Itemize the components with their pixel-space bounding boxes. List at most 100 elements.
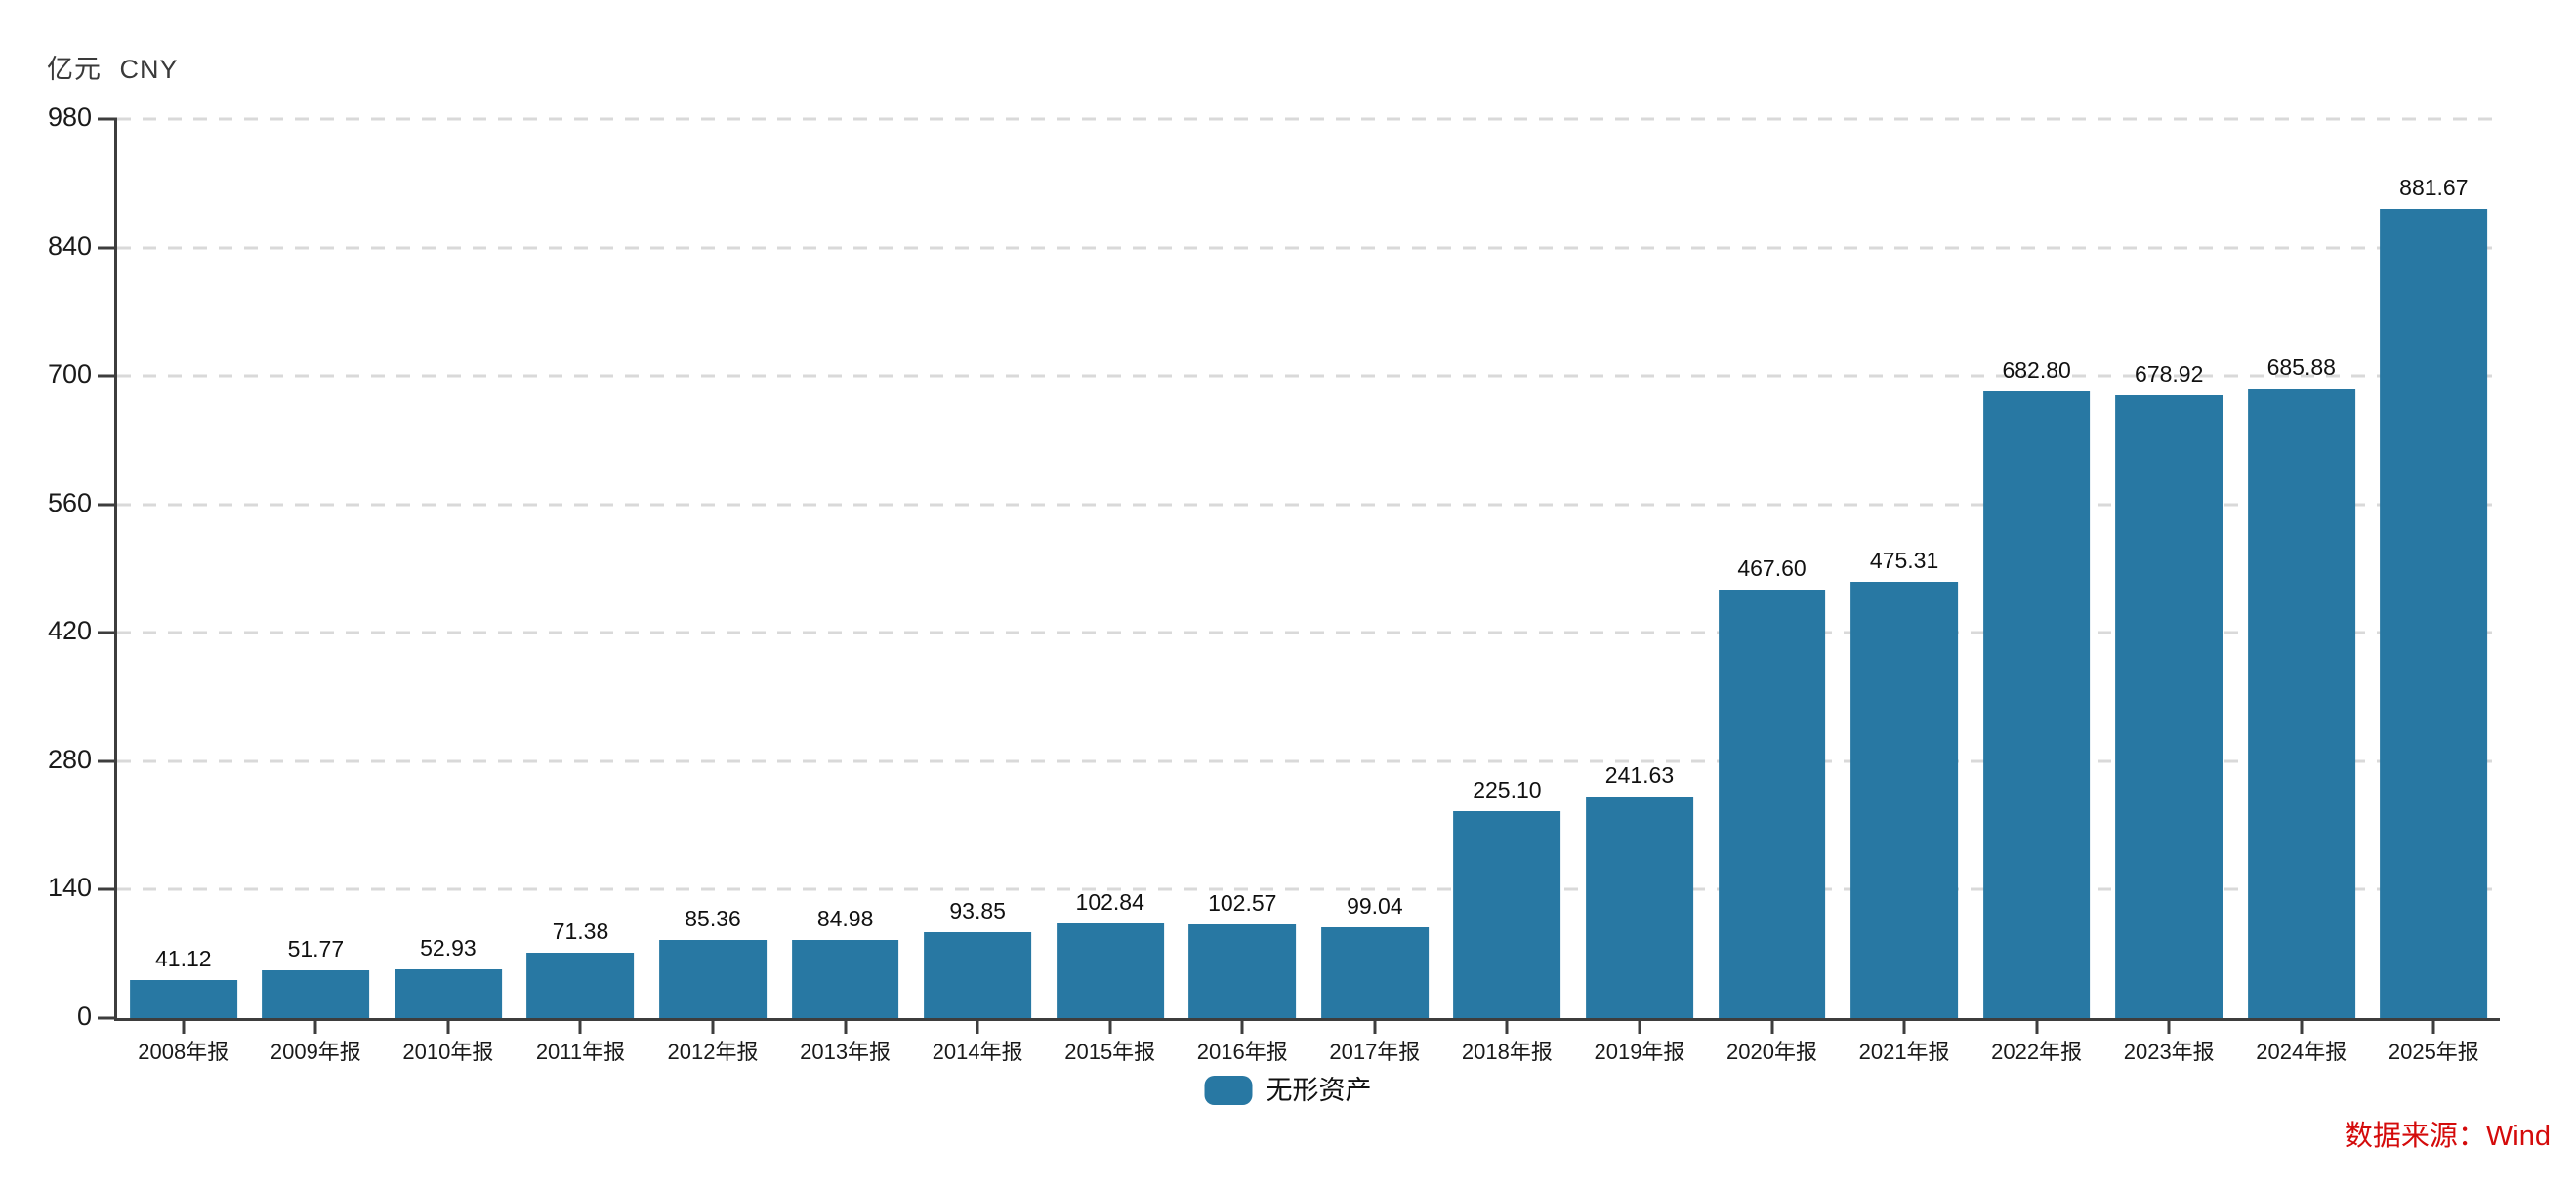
y-tick-mark-980 — [98, 117, 117, 121]
bar-value-label-2024: 685.88 — [2266, 354, 2336, 381]
bar-value-label-2009: 51.77 — [287, 936, 345, 962]
y-axis-unit-label: 亿元 CNY — [47, 55, 179, 84]
bar-slot-2013: 84.98 2013年报 — [779, 119, 912, 1063]
bar-2020[interactable] — [1718, 589, 1826, 1018]
bar-2023[interactable] — [2115, 394, 2223, 1018]
gridline-700 — [117, 374, 2500, 378]
gridline-560 — [117, 503, 2500, 507]
x-tick-label-2015: 2015年报 — [1064, 1040, 1156, 1064]
bar-2016[interactable] — [1188, 923, 1297, 1018]
bar-2019[interactable] — [1586, 796, 1693, 1018]
bar-2015[interactable] — [1056, 923, 1164, 1018]
bar-slot-2019: 241.63 2019年报 — [1573, 119, 1706, 1063]
x-tick-mark-2017 — [1373, 1021, 1377, 1034]
x-tick-label-2019: 2019年报 — [1594, 1040, 1685, 1064]
bar-2021[interactable] — [1850, 582, 1958, 1018]
y-tick-label-840: 840 — [47, 230, 92, 261]
bar-value-label-2010: 52.93 — [420, 935, 477, 962]
legend-item-intangible-assets[interactable]: 无形资产 — [1204, 1076, 1372, 1105]
x-tick-label-2018: 2018年报 — [1461, 1040, 1553, 1064]
bar-slot-2016: 102.57 2016年报 — [1177, 119, 1309, 1063]
bar-value-label-2023: 678.92 — [2135, 360, 2204, 387]
bar-value-label-2015: 102.84 — [1075, 889, 1144, 916]
bar-slot-2025: 881.67 2025年报 — [2368, 119, 2501, 1063]
x-tick-mark-2018 — [1505, 1021, 1509, 1034]
bar-2012[interactable] — [659, 939, 767, 1018]
bar-2022[interactable] — [1982, 391, 2091, 1018]
bar-2013[interactable] — [791, 940, 899, 1018]
bar-value-label-2019: 241.63 — [1604, 761, 1675, 788]
bar-slot-2020: 467.60 2020年报 — [1706, 119, 1839, 1063]
gridline-840 — [117, 246, 2500, 250]
bar-slot-2012: 85.36 2012年报 — [646, 119, 779, 1063]
bar-2010[interactable] — [395, 969, 502, 1018]
gridline-280 — [117, 759, 2500, 763]
x-tick-mark-2024 — [2300, 1021, 2304, 1034]
x-tick-label-2023: 2023年报 — [2123, 1040, 2215, 1064]
x-tick-label-2022: 2022年报 — [1991, 1040, 2083, 1064]
gridline-420 — [117, 631, 2500, 634]
bar-slot-2024: 685.88 2024年报 — [2235, 119, 2368, 1063]
x-tick-mark-2023 — [2167, 1021, 2171, 1034]
x-tick-label-2017: 2017年报 — [1329, 1040, 1421, 1064]
x-tick-label-2011: 2011年报 — [535, 1040, 626, 1064]
y-tick-mark-280 — [98, 759, 117, 763]
bar-2024[interactable] — [2247, 389, 2355, 1018]
x-tick-label-2024: 2024年报 — [2256, 1040, 2347, 1064]
x-tick-mark-2022 — [2035, 1021, 2039, 1034]
bar-2008[interactable] — [129, 980, 237, 1018]
x-tick-label-2009: 2009年报 — [270, 1040, 361, 1064]
y-tick-label-980: 980 — [47, 102, 92, 132]
bar-2014[interactable] — [924, 931, 1032, 1018]
grid-layer — [117, 117, 2500, 1018]
x-tick-mark-2011 — [578, 1021, 582, 1034]
x-tick-mark-2025 — [2431, 1021, 2435, 1034]
bar-value-label-2025: 881.67 — [2399, 175, 2469, 201]
bar-slot-2009: 51.77 2009年报 — [250, 119, 383, 1063]
y-tick-mark-140 — [98, 887, 117, 891]
x-tick-label-2014: 2014年报 — [932, 1040, 1023, 1064]
x-tick-label-2013: 2013年报 — [800, 1040, 892, 1064]
bar-value-label-2022: 682.80 — [2002, 357, 2071, 384]
bar-value-label-2013: 84.98 — [816, 906, 874, 932]
bar-value-label-2018: 225.10 — [1473, 777, 1542, 803]
x-tick-mark-2009 — [313, 1021, 317, 1034]
x-tick-mark-2019 — [1638, 1021, 1641, 1034]
bar-value-label-2011: 71.38 — [552, 918, 609, 944]
bar-slot-2021: 475.31 2021年报 — [1838, 119, 1971, 1063]
y-tick-mark-700 — [98, 374, 117, 378]
bars-layer: 41.12 2008年报 51.77 2009年报 52.93 2010年报 71.38 20… — [117, 119, 2501, 1063]
gridline-140 — [117, 887, 2500, 891]
bar-2018[interactable] — [1453, 811, 1561, 1018]
x-tick-label-2020: 2020年报 — [1726, 1040, 1818, 1064]
gridline-980 — [117, 117, 2500, 121]
bar-slot-2010: 52.93 2010年报 — [382, 119, 515, 1063]
legend-marker-icon — [1204, 1076, 1253, 1105]
x-tick-mark-2012 — [711, 1021, 715, 1034]
bar-2009[interactable] — [262, 970, 370, 1018]
bar-slot-2022: 682.80 2022年报 — [1971, 119, 2103, 1063]
x-tick-mark-2008 — [182, 1021, 186, 1034]
bar-2025[interactable] — [2380, 209, 2488, 1018]
bar-slot-2015: 102.84 2015年报 — [1044, 119, 1177, 1063]
bar-2017[interactable] — [1320, 926, 1429, 1018]
x-tick-mark-2010 — [446, 1021, 450, 1034]
x-tick-label-2025: 2025年报 — [2388, 1040, 2479, 1064]
bar-value-label-2016: 102.57 — [1208, 889, 1277, 916]
bar-value-label-2014: 93.85 — [949, 897, 1006, 923]
x-tick-mark-2020 — [1770, 1021, 1774, 1034]
x-tick-label-2010: 2010年报 — [402, 1040, 494, 1064]
bar-slot-2023: 678.92 2023年报 — [2102, 119, 2235, 1063]
y-tick-label-280: 280 — [47, 744, 92, 774]
bar-value-label-2021: 475.31 — [1869, 548, 1939, 574]
x-tick-mark-2013 — [844, 1021, 848, 1034]
y-axis-layer: 0 140 280 420 560 700 840 980 — [48, 103, 2500, 1029]
x-tick-mark-2016 — [1240, 1021, 1244, 1034]
bar-2011[interactable] — [526, 952, 635, 1018]
bar-value-label-2012: 85.36 — [685, 905, 741, 931]
x-tick-mark-2015 — [1108, 1021, 1112, 1034]
x-tick-mark-2014 — [976, 1021, 979, 1034]
y-tick-label-420: 420 — [47, 616, 92, 646]
y-tick-label-0: 0 — [76, 1001, 92, 1031]
